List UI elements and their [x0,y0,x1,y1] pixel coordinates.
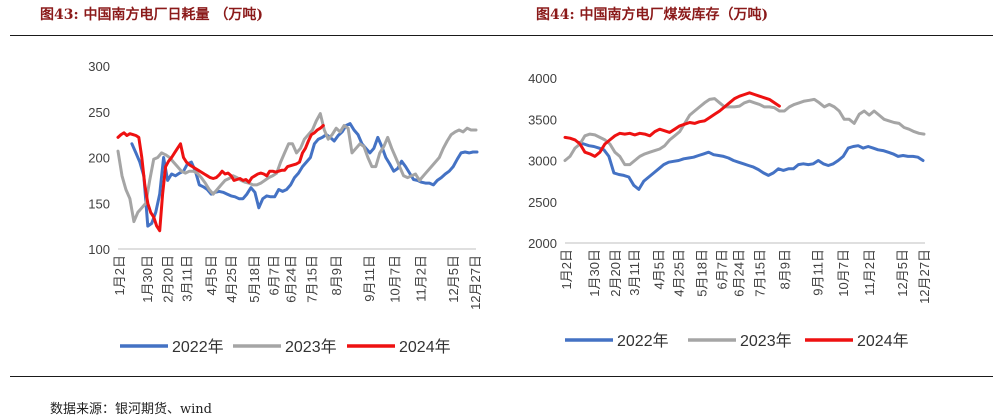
x-tick-label: 1月30日 [587,249,602,297]
x-tick-label: 9月11日 [362,255,377,302]
x-tick-label: 4月5日 [652,249,667,289]
series-line-2024年 [563,91,781,158]
x-tick-label: 11月2日 [413,255,428,302]
y-tick-label: 4000 [528,71,557,86]
x-tick-label: 1月2日 [559,249,574,289]
legend-label: 2024年 [857,332,909,350]
x-tick-label: 2月20日 [161,255,176,303]
coal-inventory-chart: 2000 2500 3000 3500 4000 1月2日 1月30日 2月20日 3月11日 4… [528,71,932,350]
bottom-rule [10,376,993,377]
x-tick-label: 10月7日 [388,255,403,303]
x-tick-label: 10月7日 [836,249,851,297]
x-tick-label: 2月20日 [608,249,623,297]
x-tick-label: 8月9日 [777,249,792,289]
y-tick-label: 3000 [528,154,557,169]
legend-label: 2024年 [399,338,451,356]
x-tick-label: 4月25日 [224,255,239,303]
x-tick-label: 9月11日 [810,249,825,296]
y-tick-label: 300 [88,59,110,74]
legend-label: 2022年 [617,332,669,350]
series-line-2023年 [563,97,926,167]
x-tick-label: 8月9日 [329,255,344,295]
x-tick-label: 4月25日 [672,249,687,297]
x-tick-label: 3月11日 [179,255,194,302]
chart-2-title: 图44: 中国南方电厂煤炭库存（万吨) [536,7,769,23]
x-tick-label: 12月5日 [895,249,910,297]
y-tick-label: 200 [88,151,110,166]
x-tick-label: 3月11日 [627,249,642,296]
y-tick-label: 2000 [528,236,557,251]
x-tick-label: 5月18日 [695,249,710,297]
legend-label: 2022年 [172,338,224,356]
x-tick-label: 6月24日 [284,255,299,303]
x-tick-label: 1月30日 [140,255,155,303]
x-tick-label: 1月2日 [112,255,127,295]
x-tick-label: 6月7日 [715,249,730,289]
x-tick-label: 6月24日 [732,249,747,297]
x-tick-label: 12月27日 [468,255,483,310]
data-source-note: 数据来源：银河期货、wind [50,402,212,417]
daily-consumption-chart: 100 150 200 250 300 1月2日 1月30日 2月20日 3月11日 4月5日 4月… [88,59,483,356]
legend-label: 2023年 [285,338,337,356]
x-tick-label: 5月18日 [247,255,262,303]
y-tick-label: 150 [88,196,110,211]
x-tick-label: 4月5日 [204,255,219,295]
series-line-2024年 [116,124,325,233]
x-tick-label: 11月2日 [862,249,877,296]
y-tick-label: 250 [88,105,110,120]
x-tick-label: 12月5日 [446,255,461,303]
x-tick-label: 6月7日 [267,255,282,295]
x-tick-label: 7月15日 [304,255,319,303]
y-tick-label: 100 [88,242,110,257]
top-rule [10,35,993,36]
chart-1-title: 图43: 中国南方电厂日耗量 （万吨) [40,7,264,23]
x-tick-label: 7月15日 [752,249,767,297]
series-line-2022年 [577,140,925,191]
legend-label: 2023年 [740,332,792,350]
y-tick-label: 2500 [528,195,557,210]
x-tick-label: 12月27日 [917,249,932,304]
series-line-2023年 [116,112,478,224]
y-tick-label: 3500 [528,112,557,127]
